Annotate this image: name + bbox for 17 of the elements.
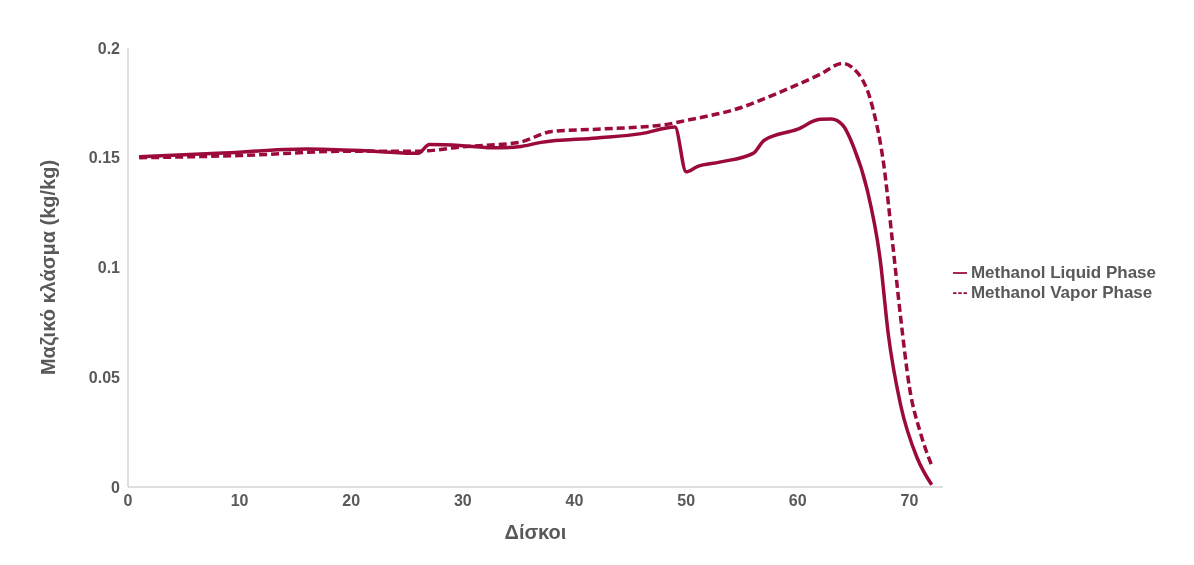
x-tick-label: 70 (900, 492, 919, 510)
x-tick-label: 0 (123, 492, 133, 510)
legend-label: Methanol Liquid Phase (970, 262, 1156, 282)
y-tick-label: 0.2 (97, 39, 121, 57)
y-tick-label: 0 (111, 478, 121, 496)
legend-label: Methanol Vapor Phase (970, 282, 1153, 302)
x-tick-label: 60 (788, 492, 807, 510)
y-tick-label: 0.15 (88, 149, 121, 167)
x-tick-label: 10 (230, 492, 249, 510)
x-tick-label: 50 (677, 492, 696, 510)
x-axis-title: Δίσκοι (504, 521, 567, 543)
y-axis-title: Μαζικό κλάσμα (kg/kg) (37, 159, 60, 376)
x-tick-label: 20 (342, 492, 361, 510)
y-tick-label: 0.1 (97, 259, 121, 277)
x-tick-label: 30 (453, 492, 472, 510)
y-tick-label: 0.05 (88, 368, 121, 386)
x-tick-label: 40 (565, 492, 584, 510)
